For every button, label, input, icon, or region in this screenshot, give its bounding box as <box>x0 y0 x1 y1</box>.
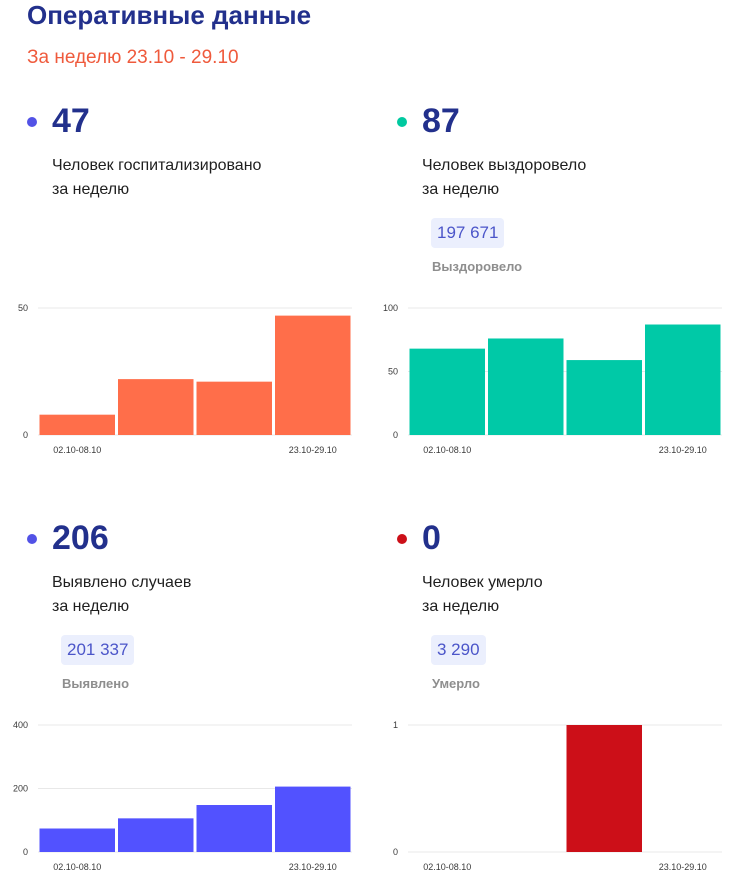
description-line-1: Человек выздоровело <box>422 157 587 174</box>
bar <box>39 414 115 435</box>
total-label: Выздоровело <box>432 259 523 274</box>
period-subtitle: За неделю 23.10 - 29.10 <box>27 47 239 68</box>
total-label: Выявлено <box>62 676 130 691</box>
weekly-value: 206 <box>52 519 109 557</box>
bar <box>39 828 115 852</box>
page-title: Оперативные данные <box>27 0 312 30</box>
weekly-value: 0 <box>422 519 441 557</box>
bar <box>566 725 642 852</box>
x-tick-label: 23.10-29.10 <box>289 862 337 872</box>
chart-detected: 0 200 400 02.10-08.10 23.10-29.10 <box>13 720 352 872</box>
bar <box>118 818 194 852</box>
y-tick-label: 100 <box>383 303 398 313</box>
total-badge: 3 290 <box>431 635 486 665</box>
bar <box>409 348 485 435</box>
description-line-1: Человек госпитализировано <box>52 157 262 174</box>
x-tick-label: 02.10-08.10 <box>53 862 101 872</box>
legend-dot-icon <box>397 117 407 127</box>
bar <box>275 315 351 435</box>
total-badge: 197 671 <box>431 218 505 248</box>
bar <box>566 360 642 435</box>
weekly-value: 87 <box>422 102 460 140</box>
y-tick-label: 0 <box>23 847 28 857</box>
y-tick-label: 50 <box>388 367 398 377</box>
description-line-2: за неделю <box>52 598 130 615</box>
description-line-1: Выявлено случаев <box>52 574 192 591</box>
y-tick-label: 400 <box>13 720 28 730</box>
total-badge: 201 337 <box>61 635 135 665</box>
x-tick-label: 02.10-08.10 <box>423 862 471 872</box>
chart-deaths: 0 1 02.10-08.10 23.10-29.10 <box>393 720 722 872</box>
x-tick-label: 02.10-08.10 <box>423 445 471 455</box>
bar <box>196 381 272 435</box>
bar <box>645 324 721 435</box>
x-tick-label: 23.10-29.10 <box>659 445 707 455</box>
y-tick-label: 0 <box>393 847 398 857</box>
legend-dot-icon <box>397 534 407 544</box>
y-tick-label: 50 <box>18 303 28 313</box>
legend-dot-icon <box>27 117 37 127</box>
description-line-2: за неделю <box>422 598 500 615</box>
weekly-value: 47 <box>52 102 90 140</box>
description-line-2: за неделю <box>422 181 500 198</box>
bar <box>275 786 351 852</box>
description-line-1: Человек умерло <box>422 574 543 591</box>
y-tick-label: 0 <box>23 430 28 440</box>
bar <box>118 379 194 435</box>
bar <box>488 338 564 435</box>
chart-recovered: 0 50 100 02.10-08.10 23.10-29.10 <box>383 303 722 455</box>
bar <box>196 805 272 852</box>
x-tick-label: 23.10-29.10 <box>659 862 707 872</box>
total-label: Умерло <box>432 676 480 691</box>
x-tick-label: 23.10-29.10 <box>289 445 337 455</box>
legend-dot-icon <box>27 534 37 544</box>
y-tick-label: 0 <box>393 430 398 440</box>
x-tick-label: 02.10-08.10 <box>53 445 101 455</box>
y-tick-label: 1 <box>393 720 398 730</box>
description-line-2: за неделю <box>52 181 130 198</box>
chart-hospitalized: 0 50 02.10-08.10 23.10-29.10 <box>18 303 352 455</box>
y-tick-label: 200 <box>13 784 28 794</box>
